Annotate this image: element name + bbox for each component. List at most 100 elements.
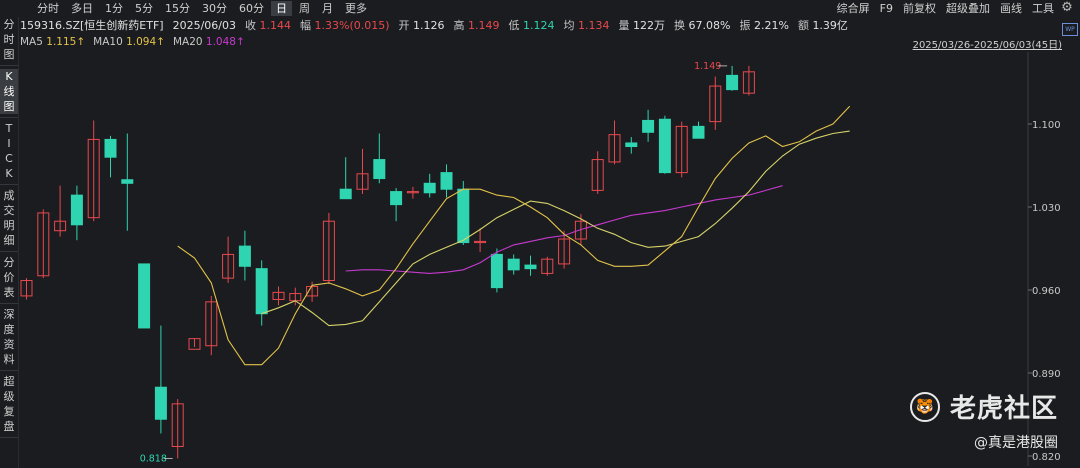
ma20-value: 1.048↑ [205,36,245,48]
ma10-label: MA10 [93,36,123,48]
tab-3[interactable]: 5分 [135,2,153,15]
watermark-text: 老虎社区 [949,394,1058,424]
security-code: 159316.SZ[恒生创新药ETF] [20,19,164,32]
tab-10[interactable]: 更多 [345,2,367,15]
low-annotation-label: 0.818 [140,453,167,464]
candle-up [171,403,184,448]
ma5-label: MA5 [20,36,43,48]
change-value: 1.33%(0.015) [314,19,390,32]
sidebar-item-6[interactable]: 超级复盘 [3,375,15,433]
sidebar-item-0[interactable]: 分时图 [3,18,15,61]
candle-down [154,386,167,420]
watermark-author: @真是港股圈 [974,435,1058,451]
candle-up [474,240,487,244]
candle-up [541,258,554,274]
candle-up [322,220,335,282]
candle-down [642,119,655,133]
tab-8[interactable]: 周 [299,2,310,15]
high-label: 高 [453,19,465,32]
sidebar-item-3[interactable]: 成交明细 [3,189,15,247]
candle-down [104,138,117,158]
change-label: 幅 [300,19,311,32]
tool-4[interactable]: 画线 [1000,2,1022,15]
tab-5[interactable]: 30分 [202,2,227,15]
candle-down [692,125,705,139]
tool-3[interactable]: 超级叠加 [946,2,990,15]
candle-down [423,182,436,194]
candle-down [658,118,671,174]
close-label: 收 [245,19,256,32]
candle-down [138,263,151,329]
y-tick-label: 1.100 [1032,120,1061,131]
candle-down [373,159,386,180]
amount-label: 额 [797,19,809,32]
candle-down [524,264,537,270]
candle-up [37,212,50,277]
candle-down [255,268,268,315]
low-value: 1.124 [523,19,555,32]
candle-up [87,138,100,219]
candle-down [70,194,83,226]
wp-icon[interactable]: WP [1062,23,1078,36]
ma-legend: MA5 1.115↑ MA10 1.094↑ MA20 1.048↑ [20,34,245,50]
candle-down [121,179,134,184]
sidebar-divider [0,437,18,438]
sidebar-divider [0,251,18,252]
candle-down [339,188,352,200]
avg-value: 1.134 [578,19,610,32]
sidebar-divider [0,65,18,66]
candle-up [272,291,285,300]
tool-0[interactable]: 综合屏 [836,2,870,15]
candle-up [558,238,571,265]
candle-up [406,191,419,194]
tab-1[interactable]: 多日 [71,2,93,15]
date-range[interactable]: 2025/03/26-2025/06/03(45日) [912,40,1062,51]
tab-2[interactable]: 1分 [105,2,123,15]
volume-label: 量 [618,19,630,32]
sidebar-divider [0,184,18,185]
tab-9[interactable]: 月 [322,2,333,15]
candle-down [440,172,453,190]
y-tick-label: 1.030 [1032,203,1061,214]
gear-icon[interactable]: ⚙ [1061,0,1073,15]
tab-6[interactable]: 60分 [239,2,264,15]
sidebar-item-5[interactable]: 深度资料 [3,308,15,366]
quote-date: 2025/06/03 [172,19,236,32]
period-tabs: 分时 多日 1分 5分 15分 30分 60分日周月更多 [32,1,372,16]
turnover-value: 67.08% [688,19,731,32]
candle-down [238,245,251,267]
sidebar-divider [0,117,18,118]
y-tick-label: 0.890 [1032,369,1061,380]
sidebar-item-4[interactable]: 分价表 [3,256,15,299]
avg-label: 均 [563,19,575,32]
candle-up [356,173,369,190]
tab-0[interactable]: 分时 [37,2,59,15]
tab-7[interactable]: 日 [271,1,292,16]
ma5-line [177,105,851,366]
watermark: 🐯 老虎社区 [909,388,1058,425]
tool-2[interactable]: 前复权 [903,2,936,15]
tool-5[interactable]: 工具 [1032,2,1054,15]
volume-value: 122万 [633,19,666,32]
sidebar-divider [0,303,18,304]
y-tick-label: 0.820 [1032,452,1061,463]
period-tab-bar: 分时 多日 1分 5分 15分 30分 60分日周月更多 综合屏 F9 前复权 超级叠加 画线 工具 … [0,0,1080,17]
ma20-line [345,185,783,274]
ma5-value: 1.115↑ [46,36,86,48]
quote-line: 159316.SZ[恒生创新药ETF] 2025/06/03 收 1.144 幅… [20,17,848,34]
tab-4[interactable]: 15分 [165,2,190,15]
ma10-value: 1.094↑ [126,36,165,48]
candle-up [608,134,621,163]
candle-down [457,188,470,244]
candle-up [20,280,33,297]
candle-up [306,285,319,297]
tool-1[interactable]: F9 [879,2,893,15]
turnover-label: 换 [674,19,686,32]
high-annotation-label: 1.149 [694,61,721,72]
sidebar-divider [0,370,18,371]
candle-up [675,125,688,174]
